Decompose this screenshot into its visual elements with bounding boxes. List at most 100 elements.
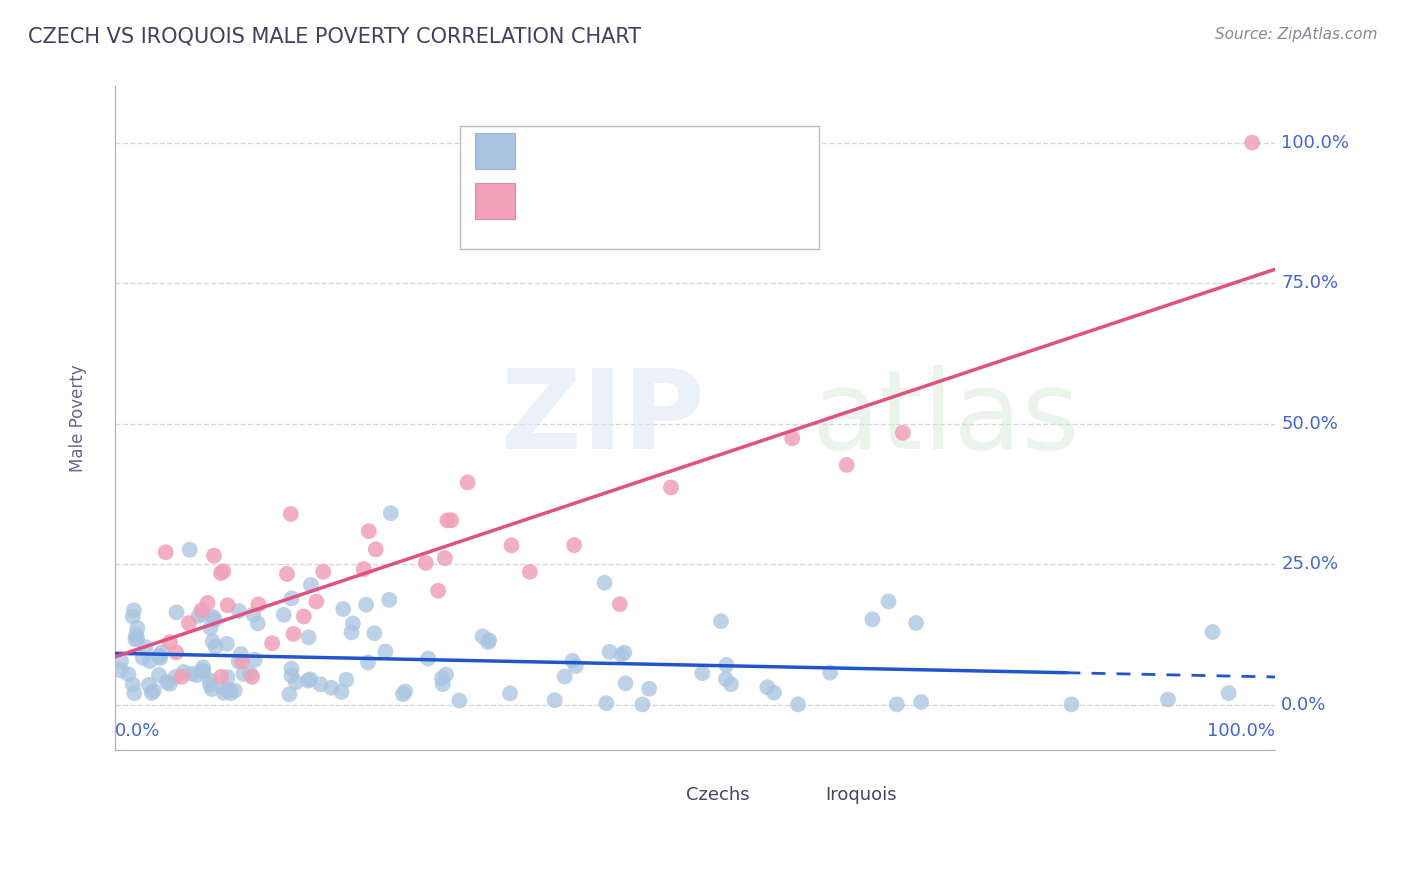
Point	[149, 651, 172, 665]
Point	[219, 686, 242, 700]
Point	[886, 698, 908, 712]
Text: Czechs: Czechs	[686, 786, 749, 804]
Point	[198, 673, 221, 688]
Point	[305, 594, 328, 608]
Point	[835, 458, 858, 472]
Point	[598, 645, 620, 659]
Point	[297, 673, 319, 688]
Point	[117, 667, 139, 681]
Point	[357, 656, 380, 670]
Point	[247, 598, 270, 612]
Point	[202, 549, 225, 563]
Point	[155, 545, 177, 559]
Point	[659, 480, 682, 494]
Point	[122, 603, 145, 617]
Text: R =  0.608   N = 40: R = 0.608 N = 40	[530, 190, 706, 208]
Point	[121, 677, 143, 691]
Point	[132, 650, 155, 665]
Point	[283, 627, 305, 641]
Point	[690, 666, 713, 681]
Point	[818, 665, 841, 680]
Point	[1241, 136, 1264, 150]
Point	[433, 551, 456, 566]
Point	[609, 597, 631, 611]
Point	[239, 666, 262, 681]
Point	[519, 565, 541, 579]
Point	[330, 685, 353, 699]
Point	[201, 682, 224, 697]
Point	[877, 594, 900, 608]
Point	[354, 598, 377, 612]
Point	[1060, 698, 1083, 712]
Point	[716, 657, 738, 672]
Point	[415, 556, 437, 570]
Text: 100.0%: 100.0%	[1281, 134, 1350, 152]
Point	[613, 646, 636, 660]
Point	[394, 684, 416, 698]
Point	[449, 693, 471, 707]
Point	[159, 635, 181, 649]
Point	[714, 672, 737, 686]
Point	[280, 662, 302, 676]
Point	[762, 686, 785, 700]
Point	[191, 665, 214, 679]
Point	[278, 687, 301, 701]
Point	[440, 513, 463, 527]
Point	[212, 686, 235, 700]
Point	[204, 613, 226, 627]
Point	[418, 651, 440, 665]
Point	[173, 665, 195, 679]
Point	[124, 632, 146, 647]
Point	[209, 566, 232, 580]
Point	[276, 566, 298, 581]
Text: Male Poverty: Male Poverty	[69, 364, 87, 472]
Point	[638, 681, 661, 696]
Point	[166, 606, 188, 620]
Point	[217, 670, 239, 684]
Point	[201, 634, 224, 648]
Point	[228, 604, 250, 618]
Point	[231, 655, 253, 669]
FancyBboxPatch shape	[779, 779, 815, 811]
Text: 100.0%: 100.0%	[1208, 722, 1275, 739]
Point	[392, 687, 415, 701]
Point	[457, 475, 479, 490]
Point	[150, 645, 173, 659]
Point	[200, 621, 222, 635]
Text: ZIP: ZIP	[501, 365, 704, 472]
Point	[200, 678, 222, 692]
Point	[280, 507, 302, 521]
Point	[197, 596, 219, 610]
Point	[228, 655, 250, 669]
Point	[478, 633, 501, 648]
FancyBboxPatch shape	[475, 183, 516, 219]
Point	[427, 583, 450, 598]
FancyBboxPatch shape	[475, 133, 516, 169]
Text: CZECH VS IROQUOIS MALE POVERTY CORRELATION CHART: CZECH VS IROQUOIS MALE POVERTY CORRELATI…	[28, 27, 641, 46]
Point	[124, 686, 146, 700]
Point	[910, 695, 932, 709]
Point	[332, 602, 354, 616]
Point	[262, 636, 284, 650]
Point	[127, 631, 149, 645]
Text: 50.0%: 50.0%	[1281, 415, 1339, 433]
Point	[335, 673, 357, 687]
Point	[499, 686, 522, 700]
Point	[720, 677, 742, 691]
FancyBboxPatch shape	[640, 779, 676, 811]
Point	[191, 607, 214, 622]
Text: 75.0%: 75.0%	[1281, 274, 1339, 293]
Point	[240, 670, 263, 684]
Point	[380, 506, 402, 520]
Point	[218, 683, 240, 698]
Point	[471, 629, 494, 643]
Point	[273, 607, 295, 622]
Point	[204, 640, 226, 654]
Point	[353, 562, 375, 576]
Text: 0.0%: 0.0%	[1281, 696, 1326, 714]
Point	[110, 654, 132, 668]
Point	[862, 612, 884, 626]
Point	[432, 677, 454, 691]
Point	[191, 660, 214, 674]
Point	[127, 621, 149, 635]
